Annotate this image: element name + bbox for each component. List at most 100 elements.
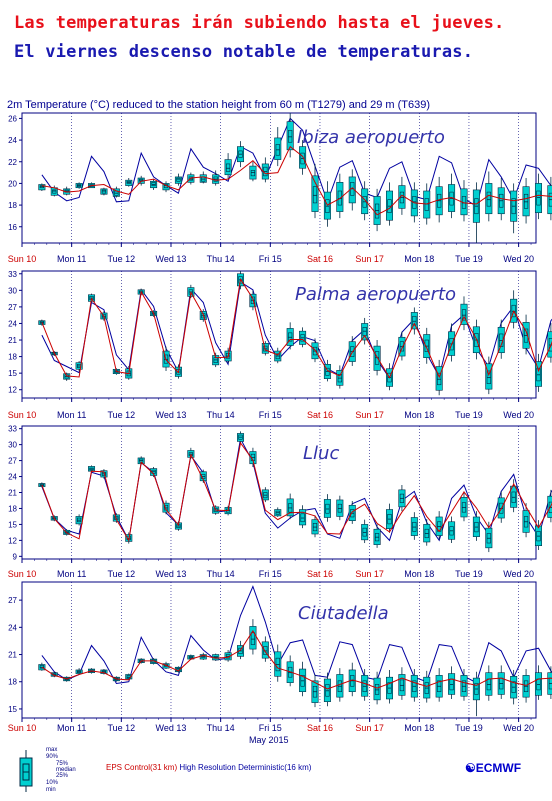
boxplot bbox=[547, 322, 552, 363]
box-inner bbox=[52, 189, 57, 194]
x-tick-label: Wed 20 bbox=[503, 410, 534, 420]
box-inner bbox=[523, 193, 529, 209]
y-tick-label: 24 bbox=[8, 623, 17, 632]
y-tick-label: 30 bbox=[8, 441, 17, 450]
y-tick-label: 24 bbox=[8, 319, 17, 328]
x-tick-label: Sun 10 bbox=[8, 569, 37, 579]
boxplot bbox=[174, 173, 182, 186]
x-tick-label: Mon 11 bbox=[57, 569, 86, 579]
boxplot bbox=[435, 668, 443, 702]
boxplot bbox=[348, 501, 356, 524]
legend-hres-text: High Resolution Deterministic(16 km) bbox=[177, 763, 312, 772]
box-inner bbox=[288, 130, 293, 143]
box-inner bbox=[536, 190, 541, 206]
y-tick-label: 22 bbox=[8, 158, 17, 167]
y-tick-label: 18 bbox=[8, 504, 17, 513]
y-tick-label: 30 bbox=[8, 286, 17, 295]
boxplot bbox=[224, 153, 232, 180]
x-tick-label: Sun 10 bbox=[8, 723, 37, 733]
x-tick-label: Mon 18 bbox=[404, 569, 434, 579]
legend-max: max bbox=[46, 747, 58, 753]
boxplot bbox=[336, 495, 344, 521]
panel-0: Sun 10 Mon 11 Tue 12 Wed 13 Thu 14 Fri 15 Sat … bbox=[8, 112, 552, 264]
x-tick-label: Fri 15 bbox=[259, 569, 282, 579]
legend-p75: 75% bbox=[56, 761, 69, 767]
box-inner bbox=[151, 182, 156, 186]
panel-3: Sun 10 Mon 11 Tue 12 Wed 13 Thu 14 Fri 15 Sat … bbox=[8, 581, 552, 733]
box-inner bbox=[176, 177, 181, 182]
plot-frame bbox=[21, 112, 537, 244]
boxplot bbox=[385, 503, 393, 533]
boxplot bbox=[485, 171, 493, 222]
x-tick-label: Sun 17 bbox=[355, 723, 384, 733]
x-tick-label: Thu 14 bbox=[207, 254, 235, 264]
boxplot bbox=[311, 163, 319, 219]
boxplot bbox=[38, 183, 46, 191]
boxplot bbox=[460, 296, 468, 331]
boxplot bbox=[448, 516, 456, 544]
legend-p10: 10% bbox=[46, 780, 59, 786]
y-tick-label: 15 bbox=[8, 705, 17, 714]
box-inner bbox=[374, 203, 380, 219]
y-tick-label: 24 bbox=[8, 473, 17, 482]
y-tick-label: 20 bbox=[8, 179, 17, 188]
boxplot bbox=[510, 479, 518, 513]
boxplot bbox=[261, 636, 269, 662]
x-tick-label: Tue 19 bbox=[455, 410, 483, 420]
boxplot bbox=[299, 505, 307, 529]
y-tick-label: 9 bbox=[13, 552, 18, 561]
panel-1: Sun 10 Mon 11 Tue 12 Wed 13 Thu 14 Fri 15 Sat … bbox=[8, 270, 552, 420]
ecmwf-logo-icon: ☯ bbox=[465, 761, 476, 775]
boxplot bbox=[497, 319, 505, 359]
plot-frame bbox=[21, 270, 537, 399]
x-tick-label: Mon 11 bbox=[57, 254, 86, 264]
x-tick-label: Fri 15 bbox=[259, 723, 282, 733]
x-tick-label: Wed 13 bbox=[156, 569, 187, 579]
box-inner bbox=[250, 632, 256, 645]
boxplot bbox=[497, 178, 505, 221]
x-tick-label: Thu 14 bbox=[207, 723, 235, 733]
boxplot bbox=[249, 161, 257, 182]
box-inner bbox=[225, 163, 231, 172]
boxplot bbox=[534, 173, 542, 220]
x-tick-label: Sat 16 bbox=[307, 254, 333, 264]
boxplot bbox=[534, 520, 542, 550]
y-tick-label: 26 bbox=[8, 114, 17, 123]
ecmwf-logo: ☯ECMWF bbox=[465, 761, 521, 775]
hres-line bbox=[41, 117, 552, 207]
boxplot bbox=[410, 669, 418, 702]
x-tick-label: Mon 18 bbox=[404, 254, 434, 264]
boxplot bbox=[348, 169, 356, 211]
boxplot bbox=[88, 465, 96, 473]
legend-p25: 25% bbox=[56, 773, 69, 779]
boxplot bbox=[547, 666, 552, 699]
box-inner bbox=[486, 191, 491, 207]
box-inner bbox=[325, 684, 330, 697]
boxplot bbox=[448, 173, 456, 219]
station-title: Lluc bbox=[303, 443, 339, 464]
x-tick-label: Tue 12 bbox=[107, 723, 135, 733]
boxplot bbox=[162, 500, 170, 515]
headline-temperatures-rising: Las temperaturas irán subiendo hasta el … bbox=[14, 13, 505, 33]
x-tick-label: Tue 19 bbox=[455, 569, 483, 579]
control-line bbox=[41, 145, 552, 216]
y-tick-label: 27 bbox=[8, 303, 17, 312]
x-tick-label: Sat 16 bbox=[307, 410, 333, 420]
x-tick-label: Sat 16 bbox=[307, 569, 333, 579]
boxplot bbox=[410, 512, 418, 540]
boxplot bbox=[100, 187, 108, 196]
boxplot bbox=[361, 317, 369, 345]
boxplot bbox=[472, 182, 480, 243]
boxplot bbox=[385, 182, 393, 226]
boxplot bbox=[410, 307, 418, 335]
y-tick-label: 33 bbox=[8, 270, 17, 279]
y-tick-label: 12 bbox=[8, 536, 17, 545]
boxplot bbox=[75, 361, 83, 371]
chart-subtitle: 2m Temperature (°C) reduced to the stati… bbox=[7, 99, 431, 111]
box-inner bbox=[374, 684, 380, 695]
boxplot bbox=[510, 669, 518, 705]
y-tick-label: 21 bbox=[8, 336, 17, 345]
boxplot bbox=[448, 666, 456, 699]
boxplot bbox=[460, 669, 468, 701]
